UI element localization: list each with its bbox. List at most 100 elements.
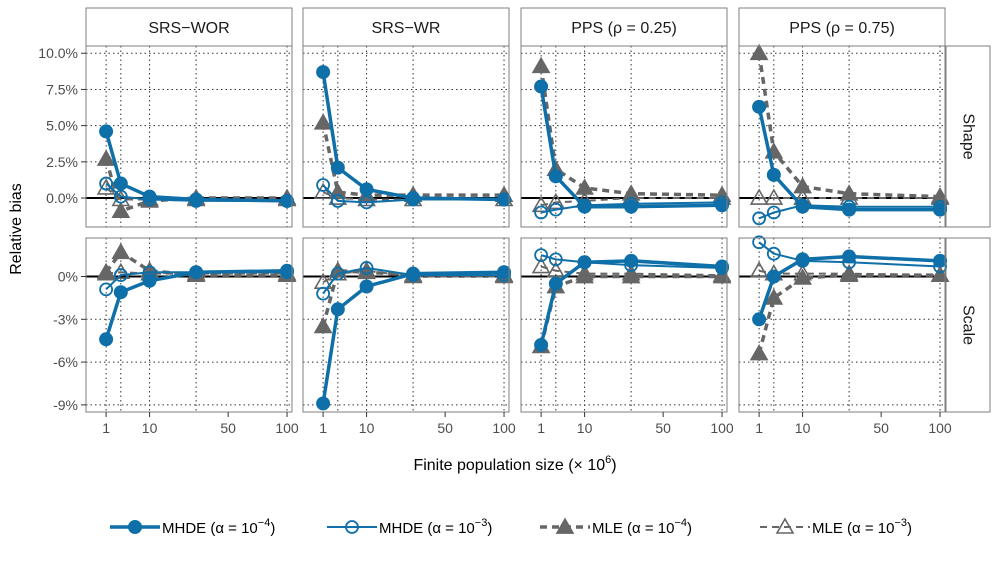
panel-border: [85, 45, 293, 228]
legend-label-close: ): [687, 520, 692, 537]
data-point: [766, 205, 781, 220]
legend-item: MLE (α = 10−3): [760, 517, 912, 537]
x-axis-title: Finite population size (× 106): [413, 454, 616, 474]
data-point: [793, 268, 812, 285]
data-point: [842, 202, 857, 217]
x-axis-title-exponent: 6: [605, 454, 611, 466]
y-tick-label: 5.0%: [46, 118, 78, 134]
data-point: [497, 192, 512, 207]
data-point: [766, 246, 781, 261]
data-point: [749, 188, 769, 205]
data-point: [330, 266, 345, 281]
data-point: [933, 253, 948, 268]
panel-background: [86, 238, 292, 412]
data-point: [534, 79, 549, 94]
y-tick-label: 10.0%: [38, 45, 78, 61]
data-point: [752, 99, 767, 114]
legend-label-exponent: −4: [674, 517, 687, 529]
column-strip: [85, 7, 293, 47]
data-point: [406, 191, 421, 206]
data-point: [715, 259, 730, 274]
panel: [521, 46, 727, 227]
panel-border: [738, 237, 946, 413]
y-axis-title: Relative bias: [8, 183, 25, 275]
x-tick-label: 100: [275, 420, 299, 436]
x-tick-label: 10: [359, 420, 375, 436]
data-point: [548, 276, 563, 291]
legend-item: MHDE (α = 10−4): [110, 517, 275, 537]
data-point: [280, 263, 295, 278]
data-point: [624, 253, 639, 268]
data-point: [534, 205, 549, 220]
data-point: [752, 312, 767, 327]
x-tick-label: 100: [492, 420, 516, 436]
legend-label-text: MHDE (α = 10: [379, 520, 475, 537]
series-0: [752, 249, 948, 327]
y-tick-label: 0%: [58, 269, 78, 285]
data-point: [111, 201, 131, 218]
data-point: [316, 396, 331, 411]
data-point: [531, 195, 551, 213]
data-point: [316, 178, 331, 192]
data-point: [548, 202, 563, 217]
data-point: [531, 256, 551, 274]
data-point: [113, 189, 128, 204]
data-point: [930, 265, 950, 282]
panel: [739, 238, 945, 412]
row-strip: [945, 237, 991, 413]
data-point: [330, 302, 345, 317]
data-point: [712, 267, 732, 284]
data-point: [795, 252, 810, 267]
x-tick-label: 50: [437, 420, 453, 436]
column-strip: [302, 7, 510, 47]
data-point: [359, 182, 374, 197]
data-point: [577, 199, 592, 214]
data-point: [313, 113, 333, 130]
y-tick-label: 2.5%: [46, 154, 78, 170]
data-point: [96, 262, 116, 280]
data-point: [534, 337, 549, 352]
column-strip-label: SRS−WR: [372, 20, 441, 37]
data-point: [99, 332, 114, 347]
data-point: [531, 56, 551, 74]
legend-label-exponent: −3: [894, 517, 907, 529]
x-tick-label: 1: [755, 420, 763, 436]
data-point: [280, 193, 295, 208]
series-2: [749, 265, 950, 361]
x-tick-label: 100: [928, 420, 952, 436]
panel-border: [520, 45, 728, 228]
data-point: [345, 520, 359, 534]
data-point: [113, 268, 128, 282]
row-strip-label: Shape: [960, 113, 977, 159]
panel-border: [520, 237, 728, 413]
data-point: [621, 267, 641, 284]
panel-border: [302, 237, 510, 413]
legend-label-text: MLE (α = 10: [812, 520, 894, 537]
x-tick-label: 10: [142, 420, 158, 436]
data-point: [764, 288, 784, 305]
data-point: [933, 202, 948, 217]
legend-label: MLE (α = 10−4): [592, 517, 692, 537]
data-point: [548, 169, 563, 184]
panel-border: [85, 237, 293, 413]
series-line: [540, 197, 723, 207]
data-point: [575, 267, 594, 284]
data-point: [575, 178, 594, 195]
data-point: [142, 273, 157, 288]
data-point: [766, 167, 781, 182]
data-point: [359, 261, 374, 275]
data-point: [359, 279, 374, 294]
row-strip-label: Scale: [960, 305, 977, 345]
data-point: [534, 248, 549, 263]
x-tick-label: 1: [319, 420, 327, 436]
y-tick-label: 7.5%: [46, 81, 78, 97]
row-strip: [945, 45, 991, 228]
x-tick-label: 50: [220, 420, 236, 436]
data-point: [577, 255, 592, 270]
data-point: [96, 149, 116, 166]
x-tick-label: 10: [577, 420, 593, 436]
data-point: [189, 192, 204, 207]
data-point: [497, 265, 512, 280]
